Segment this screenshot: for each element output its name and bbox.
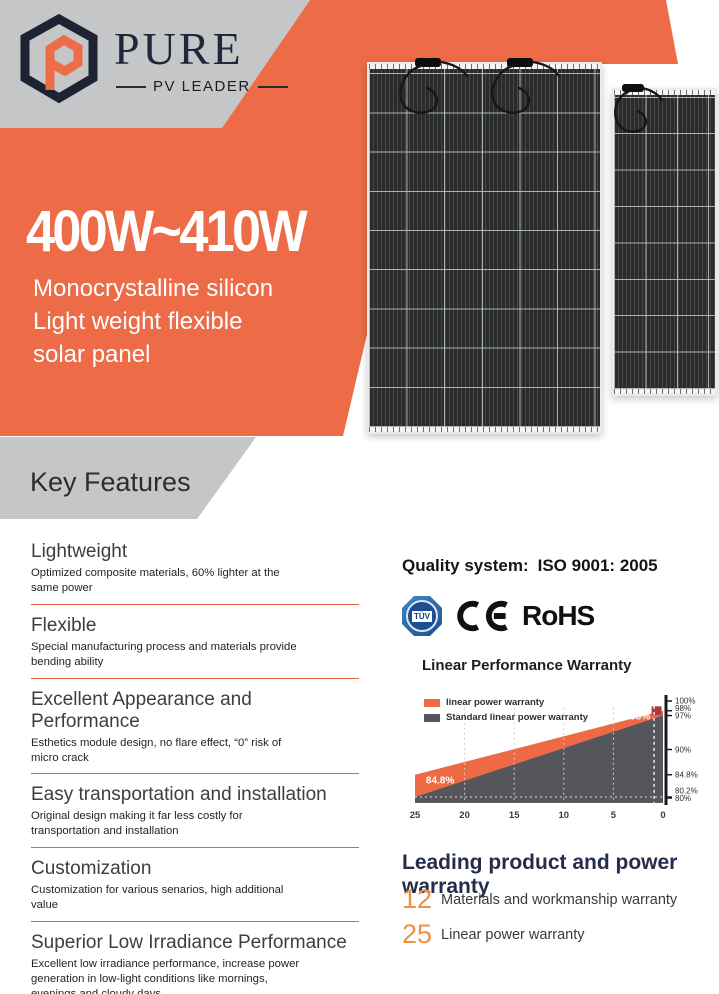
- right-column: Quality system: ISO 9001: 2005 TÜV RoHS L…: [402, 0, 719, 994]
- subtitle-line-1: Monocrystalline silicon: [33, 275, 274, 302]
- warranty-chart: 84.8% 98% 80% 80.2% 84.8% 90% 97% 98% 100% 25 20 15…: [402, 682, 716, 830]
- panel-frame-strip: [369, 427, 600, 432]
- brand-tagline: PV LEADER: [116, 78, 288, 95]
- svg-text:98%: 98%: [675, 704, 691, 713]
- rohs-mark: RoHS: [522, 600, 595, 631]
- legend-label: linear power warranty: [446, 697, 545, 708]
- quality-system-row: Quality system: ISO 9001: 2005: [402, 556, 658, 576]
- brand-logo: PURE PV LEADER: [16, 14, 288, 104]
- tagline-right-line: [257, 85, 288, 88]
- warranty-item: 25 Linear power warranty: [402, 919, 585, 950]
- tuv-badge-icon: TÜV: [402, 596, 442, 636]
- feature-title: Customization: [31, 858, 152, 880]
- svg-text:84.8%: 84.8%: [675, 771, 698, 780]
- panel-cell-grid: [369, 69, 600, 427]
- svg-text:90%: 90%: [675, 745, 691, 754]
- feature-desc: Esthetics module design, no flare effect…: [31, 736, 282, 764]
- panel-frame-strip: [614, 389, 715, 394]
- feature-desc: Special manufacturing process and materi…: [31, 640, 297, 668]
- feature-desc: Optimized composite materials, 60% light…: [31, 567, 280, 594]
- svg-text:80.2%: 80.2%: [675, 786, 698, 795]
- hero-section: PURE PV LEADER 400W~410W Monocrystalline…: [0, 0, 719, 436]
- svg-text:84.8%: 84.8%: [426, 775, 454, 786]
- brand-text-block: PURE PV LEADER: [114, 14, 288, 95]
- features-list: Lightweight Optimized composite material…: [31, 541, 359, 994]
- warranty-item: 12 Materials and workmanship warranty: [402, 884, 677, 915]
- feature-desc: Excellent low irradiance performance, in…: [31, 958, 300, 994]
- legend-item-standard: Standard linear power warranty: [424, 710, 588, 725]
- feature-item: Superior Low Irradiance Performance Exce…: [31, 932, 359, 994]
- tuv-badge-inner: TÜV: [406, 600, 438, 632]
- warranty-years: 25: [402, 919, 433, 949]
- svg-text:100%: 100%: [675, 697, 695, 706]
- feature-desc: Original design making it far less costl…: [31, 810, 243, 838]
- feature-item: Excellent Appearance and Performance Est…: [31, 689, 359, 775]
- svg-text:98%: 98%: [630, 711, 650, 722]
- product-subtitle: Monocrystalline silicon Light weight fle…: [33, 272, 273, 371]
- panel-cable-icon: [614, 84, 664, 133]
- feature-title: Lightweight: [31, 541, 128, 562]
- feature-item: Lightweight Optimized composite material…: [31, 541, 359, 605]
- legend-swatch-orange: [424, 698, 440, 707]
- feature-title: Flexible: [31, 614, 97, 636]
- svg-text:10: 10: [559, 810, 570, 821]
- section-title: Key Features: [30, 467, 191, 497]
- feature-title: Excellent Appearance and Performance: [31, 688, 252, 732]
- warranty-years: 12: [402, 884, 433, 914]
- panel-frame-strip: [614, 90, 715, 95]
- warranty-label: Materials and workmanship warranty: [441, 891, 678, 908]
- warranty-label: Linear power warranty: [441, 926, 585, 943]
- tagline-left-line: [116, 85, 146, 88]
- feature-item: Flexible Special manufacturing process a…: [31, 615, 359, 679]
- panel-frame-strip: [369, 64, 600, 69]
- solar-panel-large-image: [367, 58, 602, 434]
- quality-system-value: ISO 9001: 2005: [537, 556, 658, 575]
- key-features-banner: Key Features: [0, 437, 256, 519]
- svg-text:20: 20: [459, 810, 470, 821]
- brand-name: PURE: [114, 23, 244, 74]
- ce-mark-icon: [457, 600, 508, 632]
- power-range-title: 400W~410W: [26, 199, 308, 264]
- svg-text:97%: 97%: [675, 711, 691, 720]
- svg-text:80%: 80%: [675, 794, 691, 803]
- brand-logo-icon: [20, 14, 98, 104]
- legend-item-linear: linear power warranty: [424, 695, 588, 710]
- panel-cell-grid: [614, 95, 715, 389]
- chart-title: Linear Performance Warranty: [422, 657, 632, 674]
- feature-title: Easy transportation and installation: [31, 784, 327, 806]
- tuv-badge-label: TÜV: [412, 610, 432, 622]
- subtitle-line-3: solar panel: [33, 341, 151, 368]
- feature-item: Easy transportation and installation Ori…: [31, 784, 359, 849]
- legend-swatch-gray: [424, 713, 440, 722]
- solar-panel-small-image: [612, 84, 717, 396]
- svg-text:15: 15: [509, 810, 520, 821]
- chart-legend: linear power warranty Standard linear po…: [424, 695, 588, 725]
- svg-text:0: 0: [660, 810, 665, 821]
- panel-cables-icon: [399, 58, 561, 114]
- feature-desc: Customization for various senarios, high…: [31, 884, 284, 912]
- certification-badges: TÜV RoHS: [402, 594, 595, 638]
- legend-label: Standard linear power warranty: [446, 712, 589, 723]
- svg-text:5: 5: [611, 810, 617, 821]
- tagline-text: PV LEADER: [153, 78, 251, 95]
- feature-item: Customization Customization for various …: [31, 858, 359, 923]
- warranty-heading: Leading product and power warranty: [402, 851, 678, 898]
- warranty-chart-svg: 84.8%98%80%80.2%84.8%90%97%98%100%25 20 15…: [410, 695, 698, 821]
- svg-text:25: 25: [410, 810, 421, 821]
- feature-title: Superior Low Irradiance Performance: [31, 932, 347, 954]
- quality-system-label: Quality system:: [402, 556, 529, 575]
- subtitle-line-2: Light weight flexible: [33, 308, 243, 335]
